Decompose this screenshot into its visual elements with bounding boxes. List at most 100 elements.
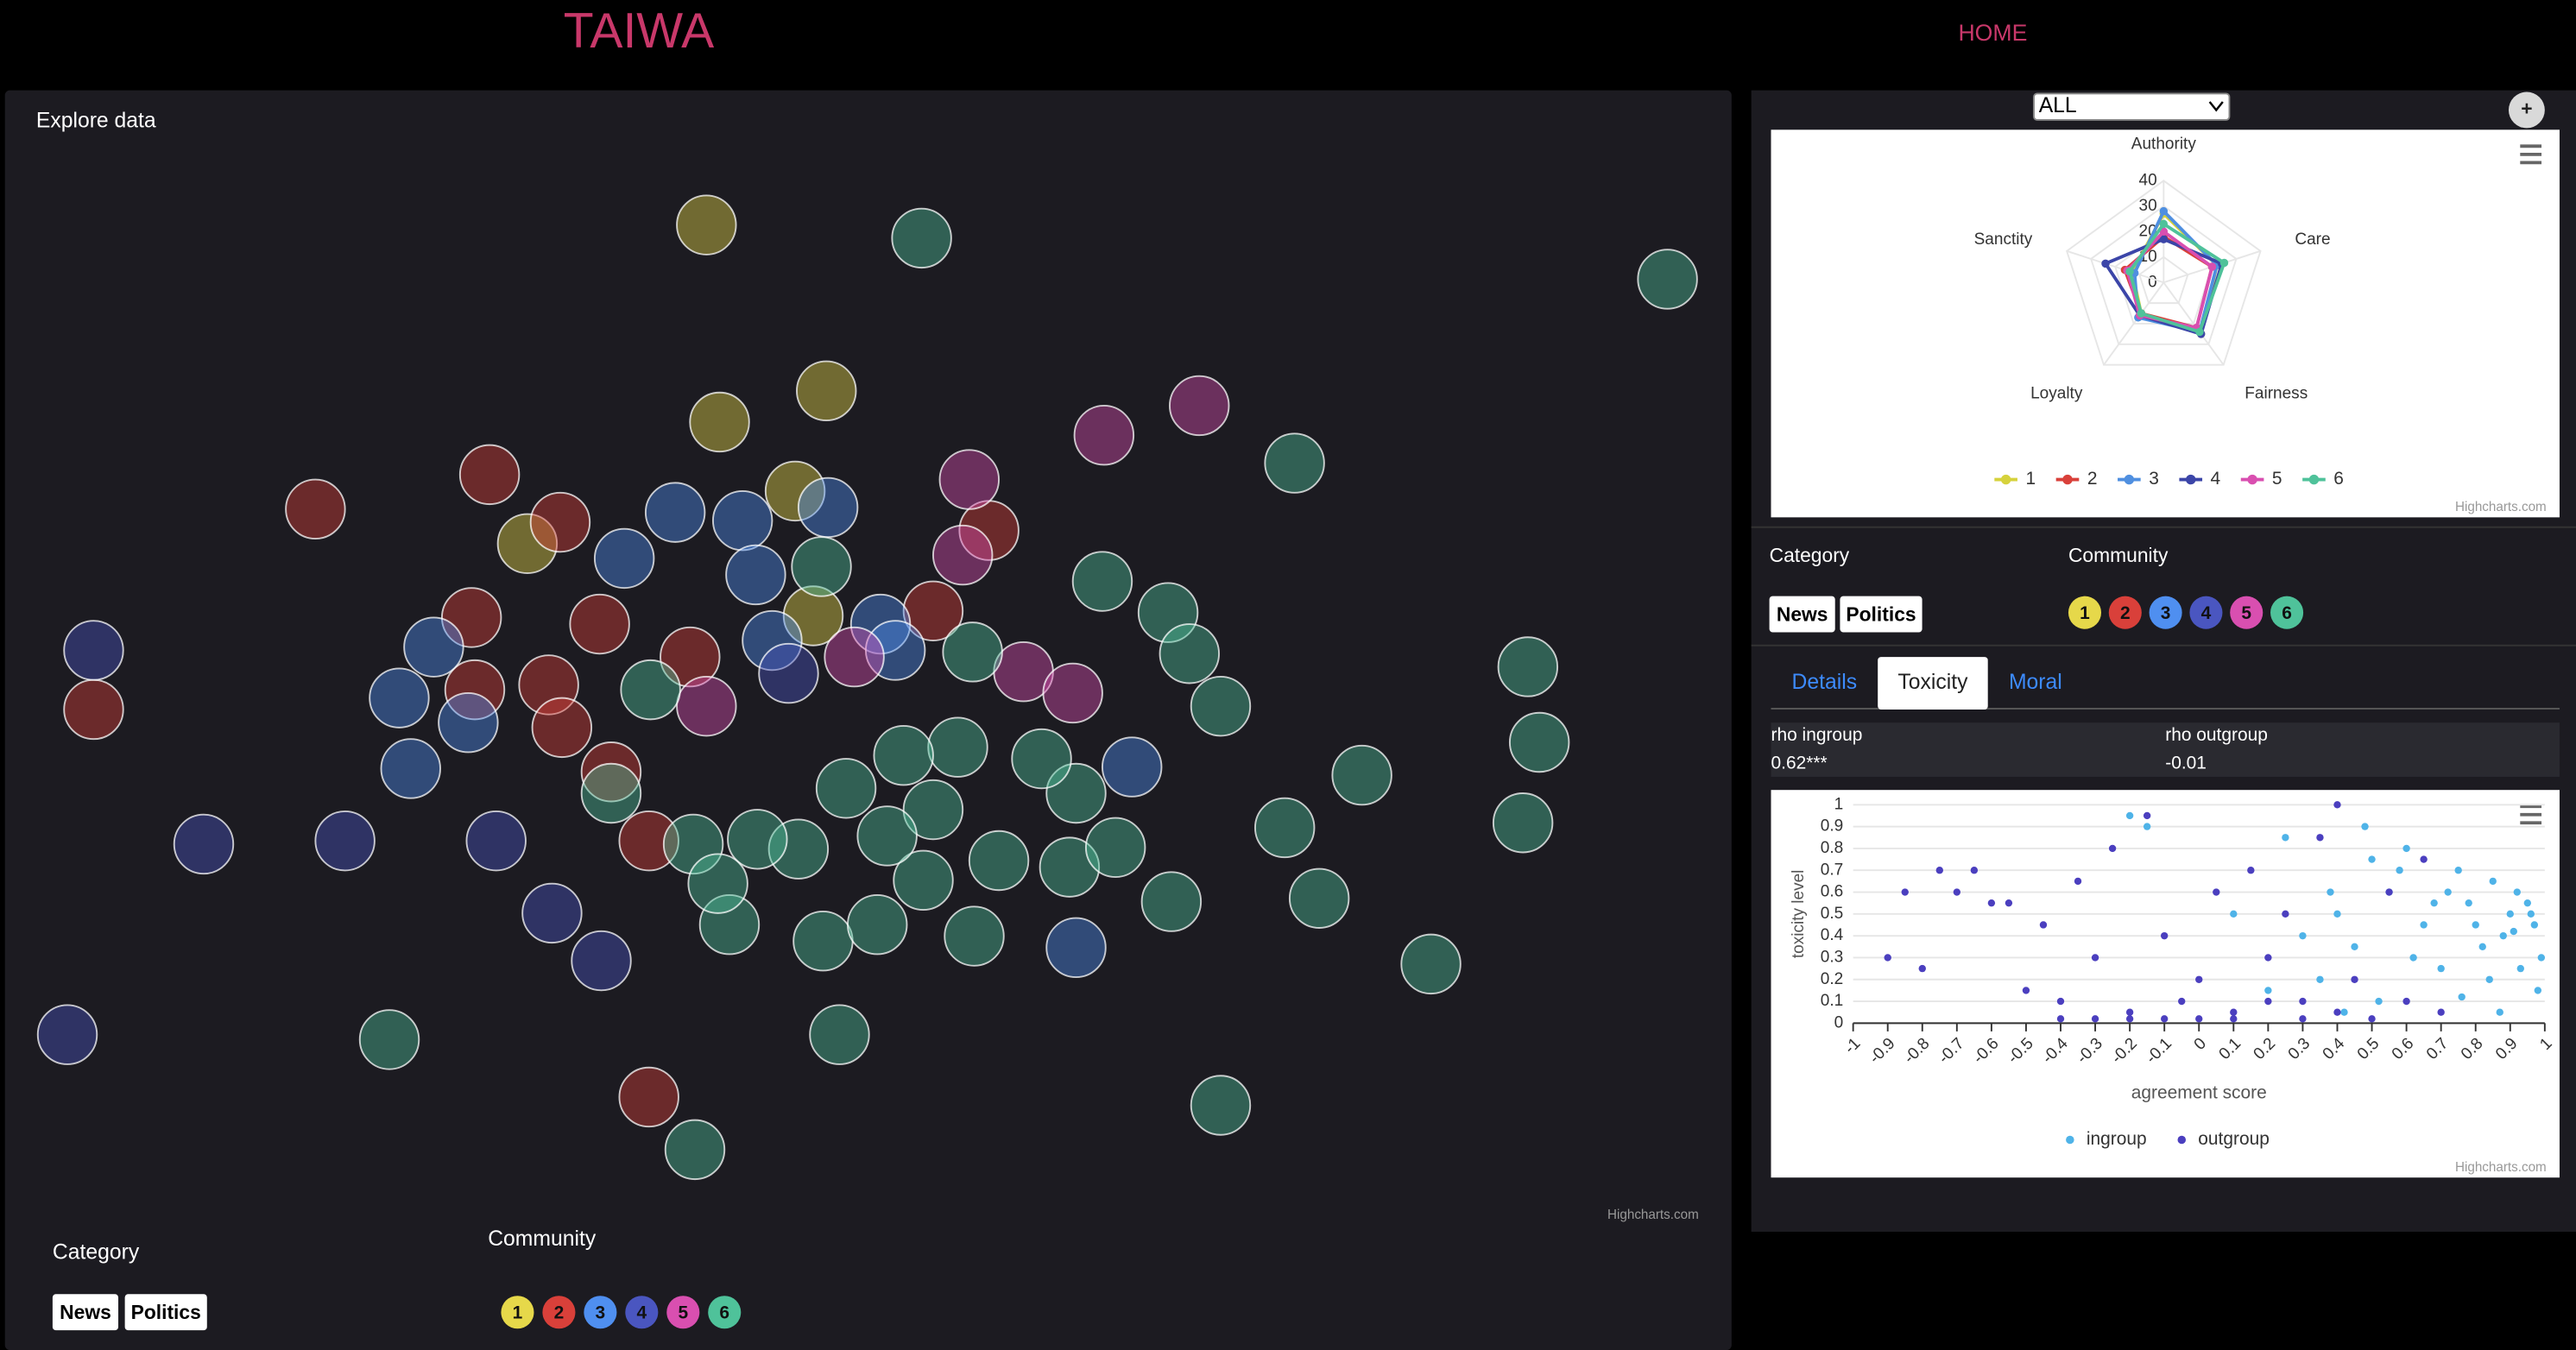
point <box>2499 931 2507 940</box>
community-button-label[interactable]: 4 <box>637 1303 647 1323</box>
y-tick-label: 0 <box>1834 1013 1844 1031</box>
point <box>2143 811 2151 820</box>
menu-icon[interactable] <box>2520 144 2542 165</box>
category-button[interactable] <box>52 1294 119 1331</box>
tab-active[interactable] <box>1878 657 1988 710</box>
point <box>1253 797 1316 859</box>
tab[interactable]: Details <box>1792 671 1858 694</box>
point <box>1011 728 1072 790</box>
category-button-label[interactable]: Politics <box>1846 603 1916 626</box>
credit: Highcharts.com <box>1607 1208 1699 1222</box>
select[interactable] <box>2033 92 2231 121</box>
category-button-label[interactable]: Politics <box>131 1301 201 1323</box>
point <box>569 593 630 655</box>
point <box>2368 1015 2376 1023</box>
legend-label[interactable]: 2 <box>2087 469 2098 489</box>
point <box>2219 258 2229 268</box>
stats-bar <box>1771 722 2560 777</box>
add-button[interactable] <box>2508 91 2545 129</box>
community-button-label[interactable]: 1 <box>513 1303 523 1323</box>
community-button-label[interactable]: 3 <box>596 1303 606 1323</box>
point <box>1073 405 1135 466</box>
category-button-label[interactable]: News <box>60 1301 111 1323</box>
point <box>2005 899 2013 907</box>
category-button[interactable] <box>1840 596 1923 633</box>
community-button[interactable] <box>2189 596 2223 629</box>
point <box>1935 867 1943 874</box>
point <box>796 360 857 422</box>
community-button[interactable] <box>2270 596 2304 629</box>
point <box>440 587 502 648</box>
point <box>2458 993 2466 1001</box>
select-value[interactable]: ALL <box>2039 94 2077 117</box>
point <box>1884 954 1891 962</box>
community-button[interactable] <box>708 1296 742 1329</box>
credit: Highcharts.com <box>2455 1160 2547 1175</box>
community-button-label[interactable]: 4 <box>2201 603 2212 623</box>
nav-home[interactable]: HOME <box>1958 20 2027 46</box>
series-line <box>2127 221 2226 334</box>
legend-marker <box>2308 474 2320 485</box>
point <box>2230 1015 2238 1023</box>
community-button[interactable] <box>2068 596 2102 629</box>
tab[interactable]: Toxicity <box>1897 671 1968 694</box>
stat-label: rho outgroup <box>2165 725 2268 745</box>
legend-label[interactable]: 3 <box>2149 469 2159 489</box>
point <box>1159 623 1221 684</box>
community-button-label[interactable]: 3 <box>2161 603 2171 623</box>
point <box>847 894 908 956</box>
community-button-label[interactable]: 2 <box>2120 603 2131 623</box>
logo[interactable]: TAIWA <box>564 3 714 59</box>
category-button-label[interactable]: News <box>1777 603 1828 626</box>
point <box>2264 987 2272 994</box>
community-button-label[interactable]: 5 <box>678 1303 688 1323</box>
point <box>285 478 346 540</box>
legend-label[interactable]: 6 <box>2333 469 2344 489</box>
point <box>944 905 1005 967</box>
community-button-label[interactable]: 1 <box>2080 603 2090 623</box>
community-button[interactable] <box>584 1296 617 1329</box>
community-button[interactable] <box>666 1296 700 1329</box>
community-button[interactable] <box>625 1296 659 1329</box>
legend-label[interactable]: 4 <box>2211 469 2221 489</box>
community-button-label[interactable]: 6 <box>719 1303 729 1323</box>
point <box>2056 997 2065 1006</box>
point <box>2537 954 2546 962</box>
legend-label[interactable]: 5 <box>2272 469 2282 489</box>
point <box>856 805 918 867</box>
category-button[interactable] <box>1769 596 1835 633</box>
point <box>2282 910 2289 918</box>
community-button-label[interactable]: 6 <box>2282 603 2292 623</box>
spoke <box>2162 281 2225 366</box>
point <box>2420 855 2428 863</box>
point <box>620 659 681 721</box>
point <box>2351 943 2358 950</box>
legend-label[interactable]: ingroup <box>2087 1129 2147 1149</box>
community-button[interactable] <box>501 1296 534 1329</box>
menu-icon[interactable] <box>2520 804 2542 825</box>
community-button[interactable] <box>2108 596 2142 629</box>
community-button[interactable] <box>2230 596 2263 629</box>
point <box>580 762 642 824</box>
y-axis-label: toxicity level <box>1790 870 1808 959</box>
legend-marker <box>2247 474 2257 485</box>
point <box>902 580 964 641</box>
community-button[interactable] <box>542 1296 576 1329</box>
credit: Highcharts.com <box>2455 500 2547 514</box>
point <box>458 444 521 506</box>
legend-label[interactable]: 1 <box>2025 469 2036 489</box>
select-chevron <box>2208 101 2224 112</box>
community-button-label[interactable]: 5 <box>2241 603 2251 623</box>
community-button-label[interactable]: 2 <box>554 1303 565 1323</box>
point <box>1042 662 1103 724</box>
community-button[interactable] <box>2149 596 2182 629</box>
point <box>938 449 1001 510</box>
point <box>531 697 593 759</box>
add-label[interactable]: + <box>2521 98 2532 120</box>
tab[interactable]: Moral <box>2009 671 2062 694</box>
category-button[interactable] <box>124 1294 207 1331</box>
point <box>1987 899 1996 907</box>
point <box>2299 997 2307 1006</box>
legend-label[interactable]: outgroup <box>2198 1129 2270 1149</box>
point <box>2299 931 2307 940</box>
